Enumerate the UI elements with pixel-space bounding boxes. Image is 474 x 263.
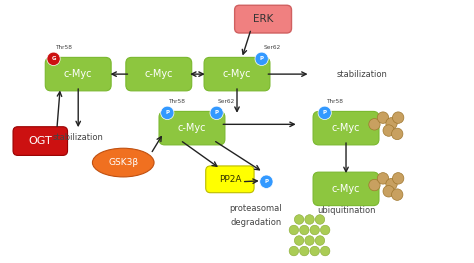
Circle shape xyxy=(255,52,268,65)
Text: ubiquitination: ubiquitination xyxy=(317,206,375,215)
Text: Thr58: Thr58 xyxy=(168,99,185,104)
Text: ERK: ERK xyxy=(253,14,273,24)
Circle shape xyxy=(369,179,380,191)
Circle shape xyxy=(383,185,394,197)
Text: Thr58: Thr58 xyxy=(326,99,343,104)
Circle shape xyxy=(386,118,397,129)
Text: P: P xyxy=(323,110,327,115)
Text: Thr58: Thr58 xyxy=(55,45,72,50)
Text: c-Myc: c-Myc xyxy=(332,184,360,194)
Text: P: P xyxy=(260,56,264,61)
Text: c-Myc: c-Myc xyxy=(332,123,360,133)
Circle shape xyxy=(300,225,309,235)
Circle shape xyxy=(392,189,403,200)
Circle shape xyxy=(377,112,389,123)
Circle shape xyxy=(294,236,304,245)
Circle shape xyxy=(305,215,314,224)
Text: Ser62: Ser62 xyxy=(218,99,235,104)
Circle shape xyxy=(392,112,404,123)
Text: OGT: OGT xyxy=(28,136,52,146)
Circle shape xyxy=(386,178,397,190)
Circle shape xyxy=(47,52,60,65)
Circle shape xyxy=(210,106,223,120)
Circle shape xyxy=(315,236,325,245)
Circle shape xyxy=(310,225,319,235)
FancyBboxPatch shape xyxy=(313,112,379,145)
Text: G: G xyxy=(51,56,56,61)
Circle shape xyxy=(377,173,389,184)
Text: P: P xyxy=(264,179,268,184)
Circle shape xyxy=(289,225,299,235)
Text: c-Myc: c-Myc xyxy=(64,69,92,79)
Circle shape xyxy=(383,125,394,136)
Circle shape xyxy=(369,119,380,130)
Text: Ser62: Ser62 xyxy=(264,45,281,50)
FancyBboxPatch shape xyxy=(204,57,270,91)
Text: c-Myc: c-Myc xyxy=(178,123,206,133)
Text: P: P xyxy=(215,110,219,115)
Ellipse shape xyxy=(92,148,154,177)
Circle shape xyxy=(260,175,273,188)
Text: c-Myc: c-Myc xyxy=(223,69,251,79)
Circle shape xyxy=(161,106,174,120)
Text: c-Myc: c-Myc xyxy=(145,69,173,79)
FancyBboxPatch shape xyxy=(235,5,292,33)
Text: degradation: degradation xyxy=(230,218,282,227)
Text: P: P xyxy=(165,110,169,115)
FancyBboxPatch shape xyxy=(46,57,111,91)
Circle shape xyxy=(318,106,331,120)
FancyBboxPatch shape xyxy=(206,166,254,193)
Text: stabilization: stabilization xyxy=(337,70,387,79)
Circle shape xyxy=(315,215,325,224)
Text: PP2A: PP2A xyxy=(219,175,241,184)
FancyBboxPatch shape xyxy=(13,127,67,155)
Text: stabilization: stabilization xyxy=(53,133,104,142)
Circle shape xyxy=(320,246,330,256)
Circle shape xyxy=(320,225,330,235)
Circle shape xyxy=(392,173,404,184)
Circle shape xyxy=(289,246,299,256)
Circle shape xyxy=(392,128,403,140)
Circle shape xyxy=(310,246,319,256)
FancyBboxPatch shape xyxy=(159,112,225,145)
Circle shape xyxy=(300,246,309,256)
Text: GSK3β: GSK3β xyxy=(108,158,138,167)
Text: proteasomal: proteasomal xyxy=(229,204,283,213)
FancyBboxPatch shape xyxy=(313,172,379,206)
FancyBboxPatch shape xyxy=(126,57,191,91)
Circle shape xyxy=(294,215,304,224)
Circle shape xyxy=(305,236,314,245)
